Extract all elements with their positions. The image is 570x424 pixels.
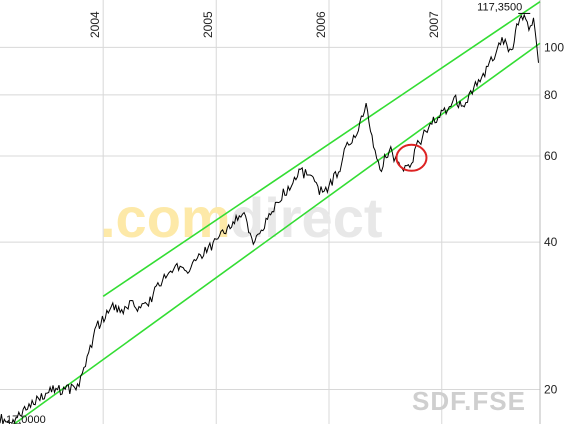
annotations: 117,3500 17,0000 xyxy=(6,1,531,424)
watermark-com: .com xyxy=(100,186,231,249)
trend-channel xyxy=(12,1,541,424)
series-line xyxy=(0,13,539,424)
channel-line-lower xyxy=(12,42,541,424)
y-tick-label-100: 100 xyxy=(544,40,564,54)
x-tick-label-2005: 2005 xyxy=(201,11,215,38)
y-axis: 20 40 60 80 100 xyxy=(544,40,564,396)
x-tick-label-2006: 2006 xyxy=(314,11,328,38)
y-tick-label-60: 60 xyxy=(544,149,558,163)
x-tick-label-2007: 2007 xyxy=(427,11,441,38)
grid xyxy=(0,0,541,424)
series-line-0 xyxy=(0,13,539,424)
channel-line-upper xyxy=(102,1,541,297)
x-tick-label-2004: 2004 xyxy=(88,11,102,38)
y-tick-label-80: 80 xyxy=(544,88,558,102)
y-tick-label-20: 20 xyxy=(544,382,558,396)
y-tick-label-40: 40 xyxy=(544,235,558,249)
x-axis: 2004 2005 2006 2007 xyxy=(88,11,441,38)
highlight-circle xyxy=(395,143,428,172)
ticker-symbol: SDF.FSE xyxy=(412,386,526,416)
min-label: 17,0000 xyxy=(6,414,46,424)
max-label: 117,3500 xyxy=(477,1,522,13)
